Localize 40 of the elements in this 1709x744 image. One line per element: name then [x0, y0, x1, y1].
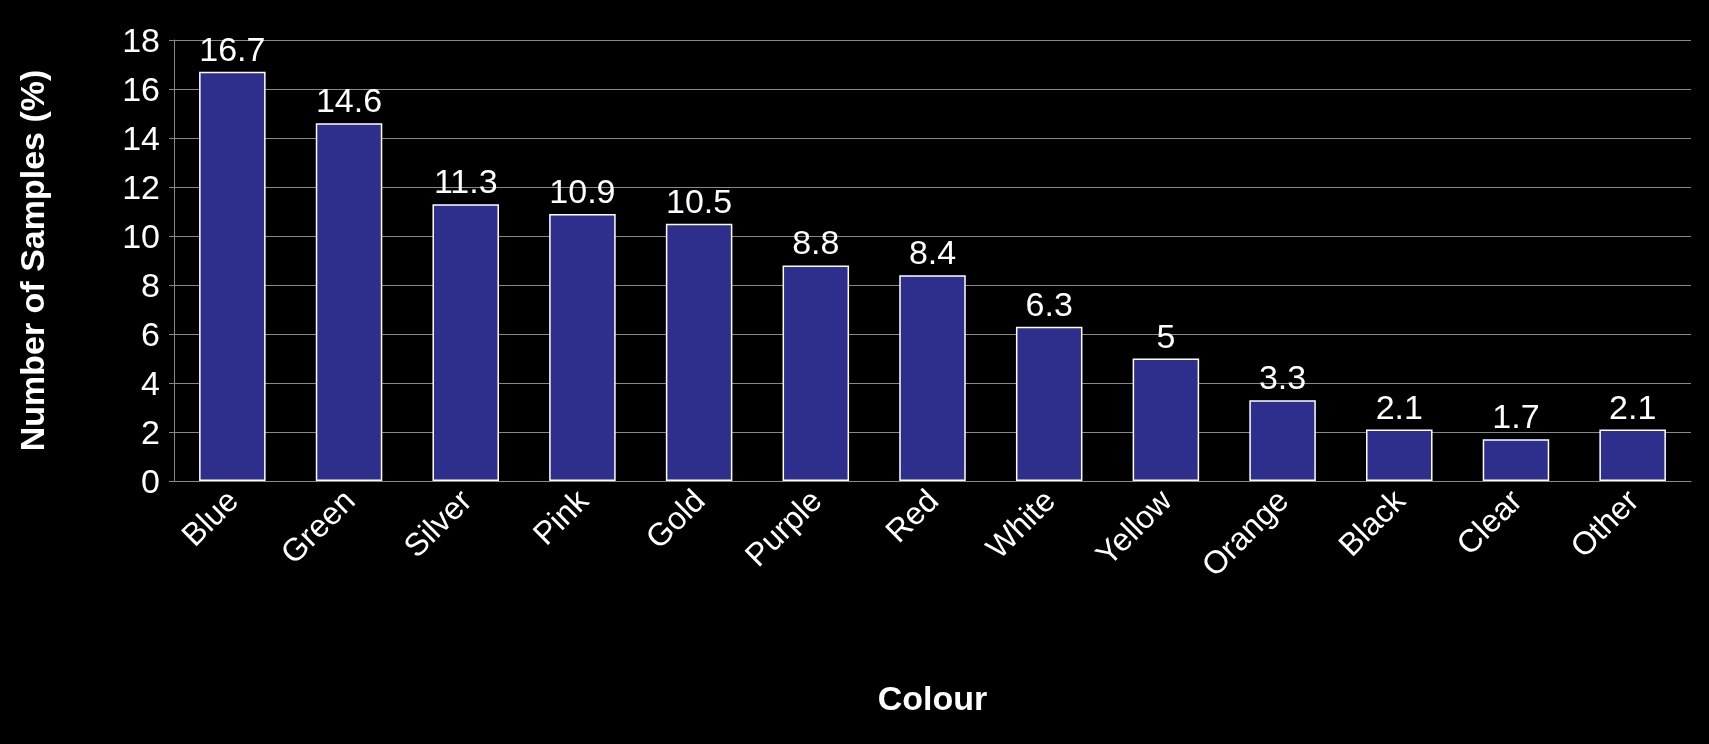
x-tick-label: Pink — [525, 481, 596, 552]
bar — [1249, 400, 1316, 481]
data-label: 3.3 — [1258, 358, 1307, 397]
bar — [899, 275, 966, 481]
data-label: 8.4 — [908, 233, 957, 272]
y-tick-label: 4 — [141, 364, 160, 402]
data-label: 14.6 — [315, 81, 383, 120]
bar — [549, 213, 616, 481]
y-tick-label: 8 — [141, 266, 160, 304]
y-tick-label: 2 — [141, 413, 160, 451]
data-label: 2.1 — [1375, 387, 1423, 426]
x-tick-label: Blue — [174, 482, 246, 553]
x-axis-title: Colour — [877, 679, 988, 717]
bar — [315, 123, 383, 481]
y-tick-label: 12 — [122, 168, 160, 206]
bar — [1366, 429, 1433, 481]
data-label: 1.7 — [1492, 397, 1540, 436]
y-tick-label: 16 — [122, 70, 160, 108]
bar — [1015, 326, 1083, 481]
bar — [1482, 439, 1550, 481]
bar — [1132, 358, 1200, 481]
bar — [665, 223, 733, 481]
data-label: 5 — [1156, 316, 1176, 355]
y-tick-label: 18 — [122, 21, 160, 59]
bar — [199, 71, 266, 481]
y-axis-title: Number of Samples (%) — [13, 69, 51, 452]
data-label: 8.8 — [792, 223, 840, 262]
data-label: 10.5 — [666, 181, 733, 220]
y-tick-label: 6 — [141, 315, 160, 353]
data-label: 6.3 — [1025, 284, 1073, 323]
y-tick-label: 14 — [122, 119, 160, 157]
bar — [782, 265, 850, 481]
data-label: 2.1 — [1609, 387, 1657, 426]
data-label: 10.9 — [549, 171, 616, 210]
data-label: 16.7 — [199, 29, 266, 68]
bar — [432, 204, 499, 481]
y-tick-label: 10 — [122, 217, 160, 255]
bar — [1599, 429, 1666, 481]
data-label: 11.3 — [433, 162, 498, 201]
y-tick-label: 0 — [141, 462, 160, 500]
